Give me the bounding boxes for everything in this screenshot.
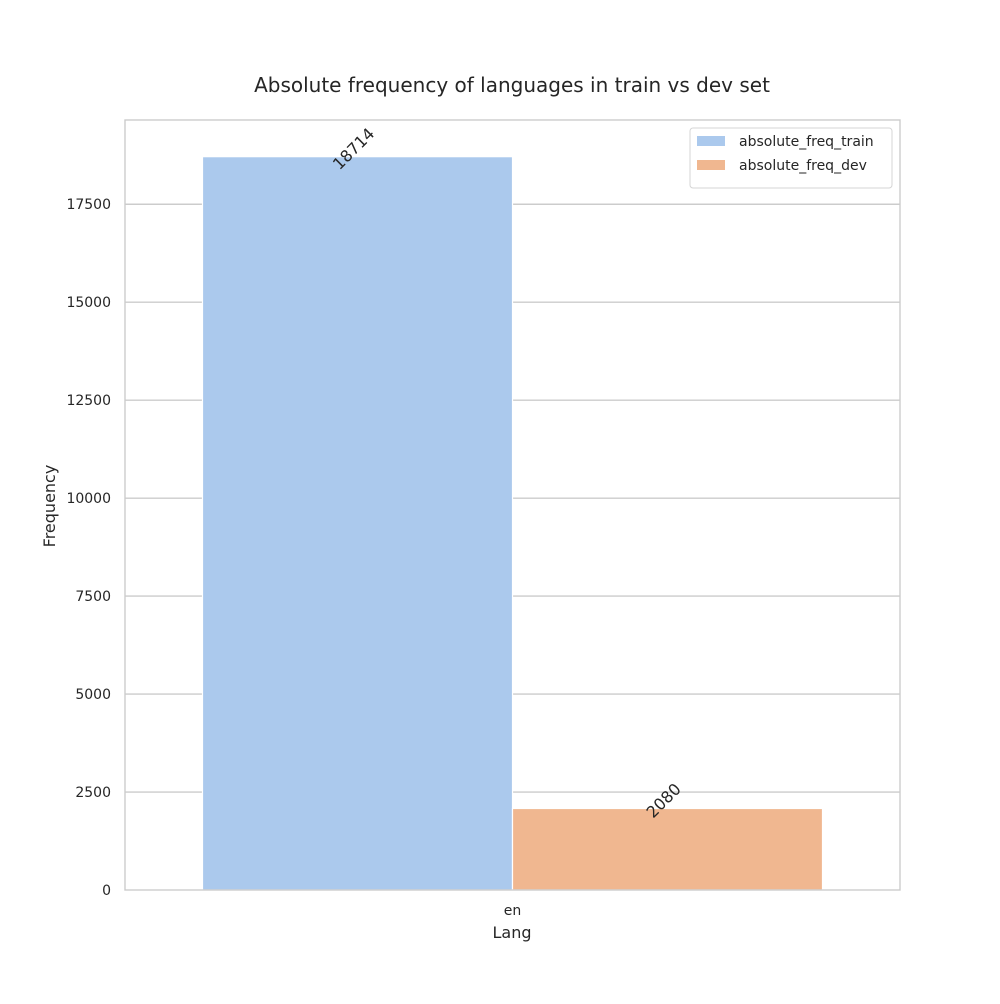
- legend-swatch: [697, 136, 725, 146]
- x-tick-label: en: [504, 903, 522, 919]
- y-tick-label: 15000: [66, 295, 111, 311]
- bars: [201, 156, 824, 891]
- y-tick-label: 0: [102, 883, 111, 899]
- x-axis-ticks: en: [504, 903, 522, 919]
- legend-label: absolute_freq_train: [739, 134, 874, 150]
- y-axis-label: Frequency: [40, 465, 59, 548]
- plot-frame: [124, 119, 901, 891]
- chart-title: Absolute frequency of languages in train…: [254, 73, 770, 97]
- y-tick-label: 2500: [75, 785, 111, 801]
- legend-label: absolute_freq_dev: [739, 158, 867, 174]
- y-tick-label: 10000: [66, 491, 111, 507]
- bar-absolute_freq_dev: [511, 807, 824, 891]
- legend: absolute_freq_train absolute_freq_dev: [689, 127, 893, 189]
- bar-absolute_freq_train: [201, 156, 514, 891]
- y-tick-label: 17500: [66, 197, 111, 213]
- legend-box: [689, 127, 893, 189]
- y-tick-label: 7500: [75, 589, 111, 605]
- x-axis-label: Lang: [492, 923, 531, 942]
- legend-swatch: [697, 160, 725, 170]
- y-tick-label: 5000: [75, 687, 111, 703]
- y-tick-label: 12500: [66, 393, 111, 409]
- y-axis-ticks: 0 2500 5000 7500 10000 12500 15000 17500: [66, 197, 111, 899]
